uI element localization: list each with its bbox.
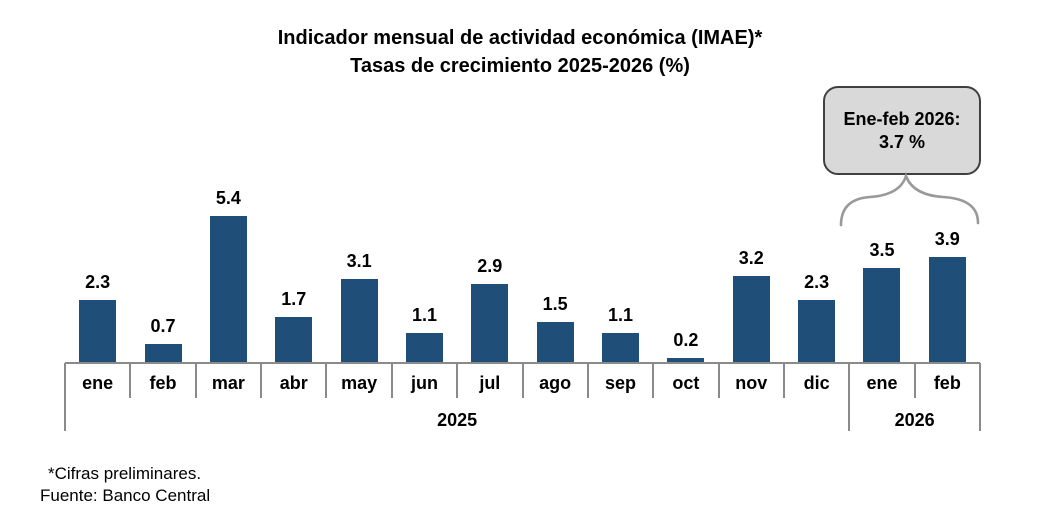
axis-tick [913, 363, 916, 398]
value-label: 2.3 [804, 272, 830, 292]
axis-tick [260, 363, 263, 398]
bar-ene-12 [863, 268, 901, 363]
value-label: 2.3 [85, 272, 111, 292]
axis-tick [521, 363, 524, 398]
axis-tick [586, 363, 589, 398]
chart-title-line2: Tasas de crecimiento 2025-2026 (%) [350, 55, 690, 77]
bar-feb-1 [144, 344, 182, 363]
value-label: 3.2 [738, 248, 764, 268]
axis-tick [456, 363, 459, 398]
footnote-source: Fuente: Banco Central [40, 486, 211, 505]
axis-tick [325, 363, 328, 398]
value-label: 1.1 [608, 305, 634, 325]
month-tick-label: mar [211, 373, 245, 393]
month-tick-label: ene [866, 373, 898, 393]
axis-tick [848, 363, 851, 431]
month-tick-label: ago [539, 373, 572, 393]
chart-title-line1: Indicador mensual de actividad económica… [277, 27, 763, 49]
month-tick-label: jun [410, 373, 438, 393]
value-label: 3.1 [346, 251, 372, 271]
bar-ene-0 [79, 300, 117, 363]
axis-tick [979, 363, 981, 431]
value-label: 5.4 [215, 188, 241, 208]
month-tick-label: dic [803, 373, 830, 393]
value-label: 1.1 [411, 305, 437, 325]
axis-tick [782, 363, 785, 398]
axis-tick [129, 363, 132, 398]
year-tick-label: 2025 [437, 410, 478, 430]
axis-tick [717, 363, 720, 398]
axis-tick [390, 363, 393, 398]
month-tick-label: abr [279, 373, 308, 393]
month-tick-label: ene [82, 373, 114, 393]
curly-brace-icon [839, 171, 980, 227]
bar-feb-13 [928, 257, 966, 363]
month-tick-label: jul [479, 373, 501, 393]
annotation-callout: Ene-feb 2026: 3.7 % [823, 86, 981, 175]
axis-tick [194, 363, 197, 398]
chart-title: Indicador mensual de actividad económica… [0, 24, 1040, 80]
annotation-callout-line1: Ene-feb 2026: [843, 109, 961, 129]
month-tick-label: sep [605, 373, 637, 393]
bar-oct-9 [667, 358, 705, 363]
axis-tick [64, 363, 66, 431]
bar-dic-11 [798, 300, 836, 363]
bar-abr-3 [275, 317, 313, 363]
value-label: 3.5 [869, 240, 895, 260]
value-label: 1.7 [281, 289, 307, 309]
month-tick-label: may [341, 373, 378, 393]
axis-tick [652, 363, 655, 398]
annotation-callout-line2: 3.7 % [878, 132, 926, 152]
month-tick-label: feb [933, 373, 961, 393]
bar-mar-2 [209, 216, 247, 363]
bar-sep-8 [602, 333, 640, 363]
value-label: 1.5 [542, 294, 568, 314]
bar-jun-5 [405, 333, 443, 363]
footnote-preliminary: *Cifras preliminares. [48, 464, 202, 483]
value-label: 0.2 [673, 330, 699, 350]
value-label: 2.9 [477, 256, 503, 276]
value-label: 3.9 [934, 229, 960, 249]
value-label: 0.7 [150, 316, 176, 336]
bar-may-4 [340, 279, 378, 363]
footnote-block: *Cifras preliminares. Fuente: Banco Cent… [40, 463, 210, 507]
bar-jul-6 [471, 284, 509, 363]
month-tick-label: feb [149, 373, 177, 393]
bar-ago-7 [536, 322, 574, 363]
year-tick-label: 2026 [894, 410, 935, 430]
month-tick-label: nov [735, 373, 768, 393]
month-tick-label: oct [672, 373, 700, 393]
bar-nov-10 [732, 276, 770, 363]
